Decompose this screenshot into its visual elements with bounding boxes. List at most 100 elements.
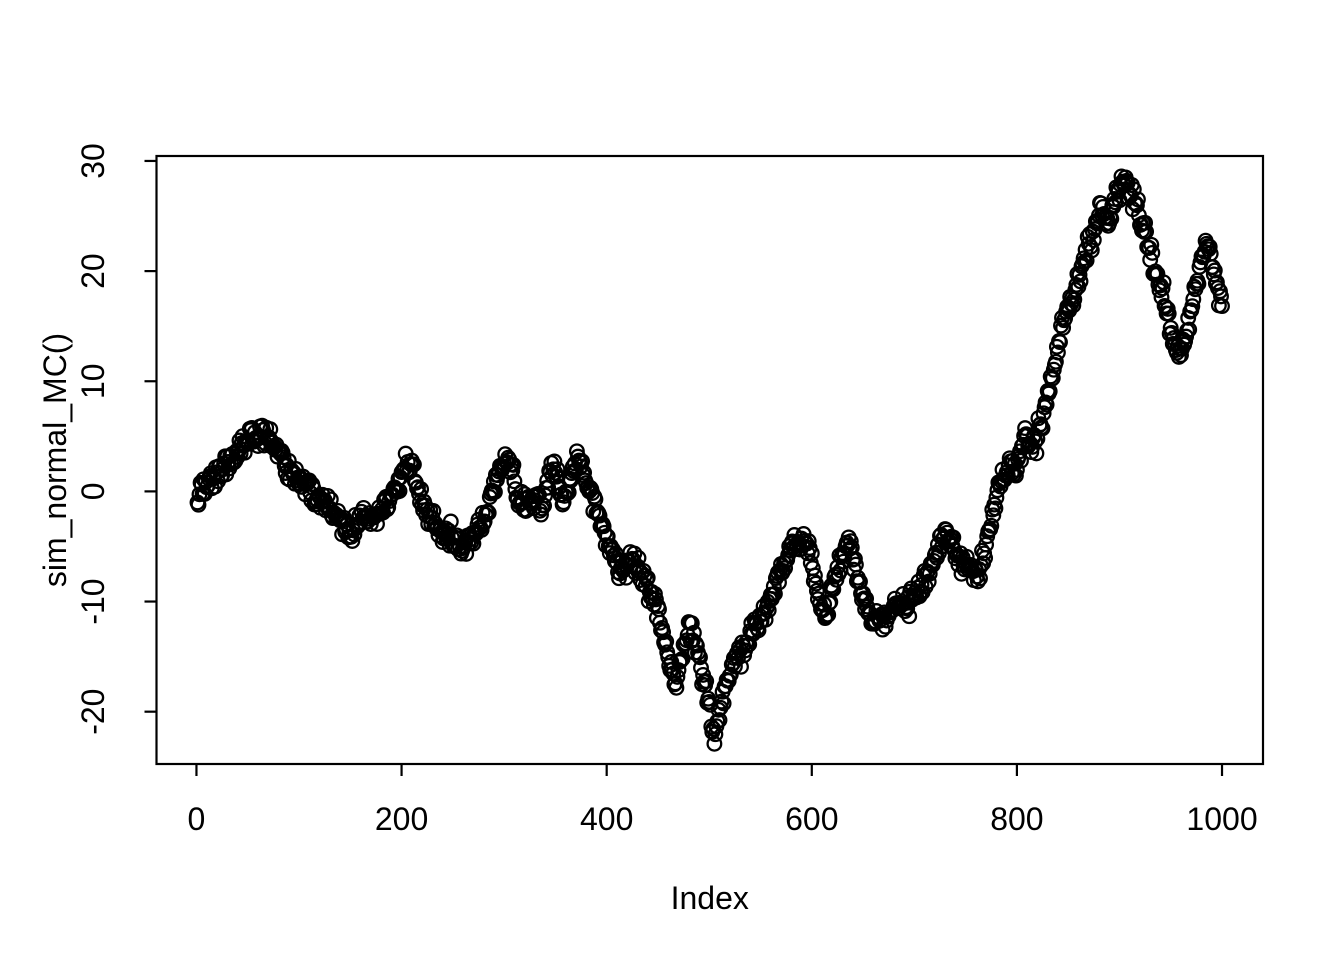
data-point xyxy=(1128,197,1145,214)
data-point xyxy=(1068,276,1085,293)
data-point xyxy=(1208,274,1225,291)
data-point xyxy=(1034,420,1051,437)
data-point xyxy=(1049,344,1066,361)
data-point xyxy=(806,567,823,584)
data-point xyxy=(1027,433,1044,450)
data-point xyxy=(536,497,553,514)
data-point xyxy=(1007,467,1024,484)
data-point xyxy=(1137,214,1154,231)
data-point xyxy=(614,553,631,569)
data-point xyxy=(504,462,521,479)
x-axis-tick-label: 600 xyxy=(785,801,838,837)
data-point xyxy=(983,517,1000,534)
data-point xyxy=(647,591,664,608)
data-point xyxy=(858,590,875,607)
data-point xyxy=(711,712,728,729)
data-point xyxy=(301,472,318,489)
y-axis-tick-label: 10 xyxy=(75,363,111,399)
data-point xyxy=(1035,405,1052,422)
data-point xyxy=(683,615,700,632)
data-point xyxy=(533,506,549,523)
data-point xyxy=(1173,347,1189,364)
data-point xyxy=(1181,321,1198,338)
data-point xyxy=(486,484,503,500)
data-point xyxy=(757,611,774,628)
data-point xyxy=(715,695,732,712)
data-point xyxy=(1074,256,1091,273)
data-point xyxy=(1071,266,1088,283)
data-point xyxy=(476,513,493,530)
data-point xyxy=(505,456,522,473)
y-axis-tick-label: 0 xyxy=(75,482,111,500)
data-point xyxy=(706,735,723,752)
data-point xyxy=(537,487,554,504)
data-point xyxy=(713,693,730,710)
data-point xyxy=(807,575,824,592)
y-axis-tick-label: -10 xyxy=(75,578,111,624)
data-point xyxy=(576,464,593,481)
data-point xyxy=(668,679,685,696)
data-point xyxy=(843,539,860,556)
data-point xyxy=(595,518,612,535)
data-point xyxy=(1138,223,1155,240)
x-axis-tick-label: 1000 xyxy=(1186,801,1257,837)
data-point xyxy=(502,464,519,481)
data-point xyxy=(1184,298,1201,315)
data-point xyxy=(1047,353,1064,370)
data-point xyxy=(262,421,279,438)
y-axis-tick-label: 20 xyxy=(75,253,111,289)
x-axis-tick-label: 800 xyxy=(990,801,1043,837)
data-point xyxy=(1144,244,1161,261)
data-point xyxy=(803,545,820,562)
plot-border xyxy=(155,154,1265,766)
data-point xyxy=(733,658,749,675)
data-point xyxy=(506,473,523,490)
data-point xyxy=(722,666,739,683)
data-point xyxy=(1154,280,1171,297)
data-point xyxy=(1129,191,1146,208)
data-point xyxy=(1190,275,1207,292)
data-point xyxy=(1214,298,1230,315)
data-point xyxy=(658,633,675,650)
data-point xyxy=(480,504,497,521)
data-point xyxy=(1013,452,1029,469)
data-point xyxy=(698,673,715,690)
data-point xyxy=(842,533,859,550)
data-point xyxy=(236,444,253,461)
data-point xyxy=(899,600,916,617)
y-axis-title: sim_normal_MC() xyxy=(37,333,73,587)
y-axis-tick-label: 30 xyxy=(75,143,111,179)
data-point xyxy=(925,552,942,569)
data-point xyxy=(692,649,708,666)
data-point xyxy=(750,622,767,639)
x-axis-tick-label: 400 xyxy=(580,801,633,837)
data-point xyxy=(987,500,1004,517)
data-point xyxy=(985,507,1002,524)
data-point xyxy=(405,456,422,473)
data-point xyxy=(549,461,566,478)
x-axis-tick-label: 0 xyxy=(188,801,206,837)
data-point xyxy=(1085,232,1102,248)
data-point xyxy=(760,602,777,619)
data-point xyxy=(1155,274,1172,291)
data-point xyxy=(1152,277,1169,294)
x-axis-title: Index xyxy=(671,880,749,916)
data-point xyxy=(1072,273,1089,290)
data-point xyxy=(920,573,937,590)
data-point xyxy=(1201,238,1218,255)
data-point xyxy=(1083,242,1100,259)
data-point xyxy=(901,608,918,625)
data-point xyxy=(1055,319,1072,336)
data-point xyxy=(846,550,863,567)
data-point xyxy=(344,533,361,549)
data-point xyxy=(591,507,608,524)
data-point xyxy=(1143,236,1160,253)
data-point xyxy=(546,453,563,470)
data-point xyxy=(969,573,986,590)
data-point xyxy=(1065,297,1082,314)
data-point xyxy=(442,513,459,530)
data-point xyxy=(1052,334,1068,351)
data-point xyxy=(1213,288,1229,305)
